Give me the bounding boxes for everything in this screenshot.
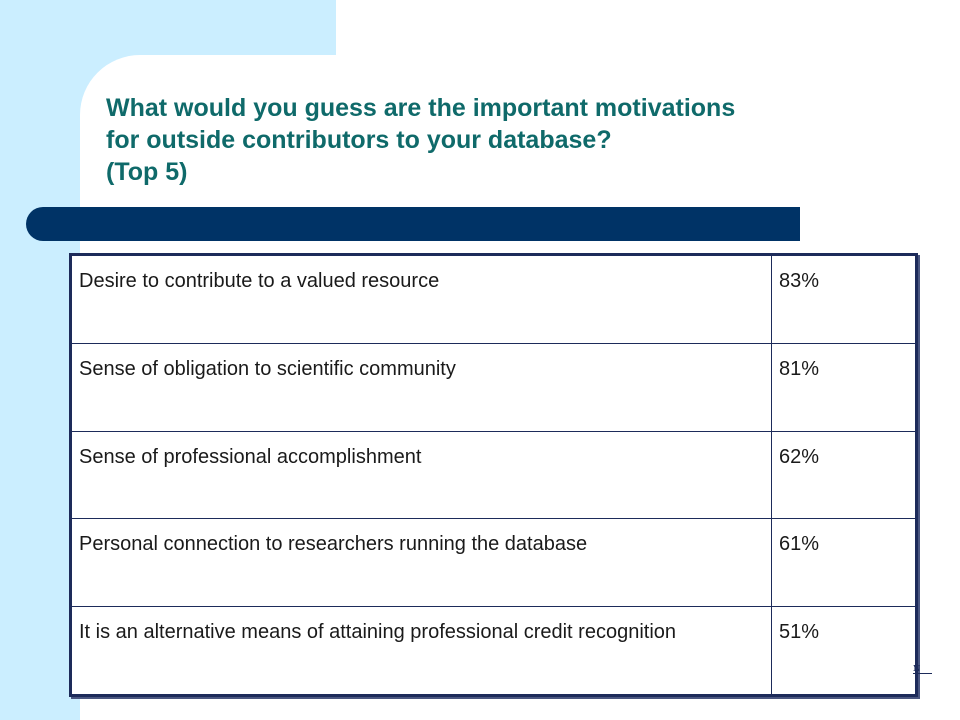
title-accent-bar [26,207,800,241]
motivation-label: It is an alternative means of attaining … [71,606,772,695]
background-strip-left [0,0,80,720]
motivation-percent: 62% [771,430,916,520]
motivation-percent: 81% [771,342,916,432]
motivation-percent: 61% [771,518,916,608]
slide-title: What would you guess are the important m… [106,92,926,188]
table-row: Sense of obligation to scientific commun… [71,342,916,432]
table-row: Personal connection to researchers runni… [71,518,916,608]
motivation-label: Sense of professional accomplishment [71,430,772,520]
slide-title-line-1: What would you guess are the important m… [106,94,736,122]
table-row: Sense of professional accomplishment 62% [71,430,916,520]
slide-title-line-3: (Top 5) [106,158,188,186]
motivation-percent: 51% [771,606,916,695]
motivation-percent: 83% [771,255,916,344]
motivations-table: Desire to contribute to a valued resourc… [69,253,918,697]
motivation-label: Sense of obligation to scientific commun… [71,342,772,432]
motivation-label: Personal connection to researchers runni… [71,518,772,608]
motivation-label: Desire to contribute to a valued resourc… [71,255,772,344]
table-row: It is an alternative means of attaining … [71,606,916,695]
table-row: Desire to contribute to a valued resourc… [71,255,916,344]
slide-title-line-2: for outside contributors to your databas… [106,126,612,154]
footnote-mark: N [913,664,933,674]
